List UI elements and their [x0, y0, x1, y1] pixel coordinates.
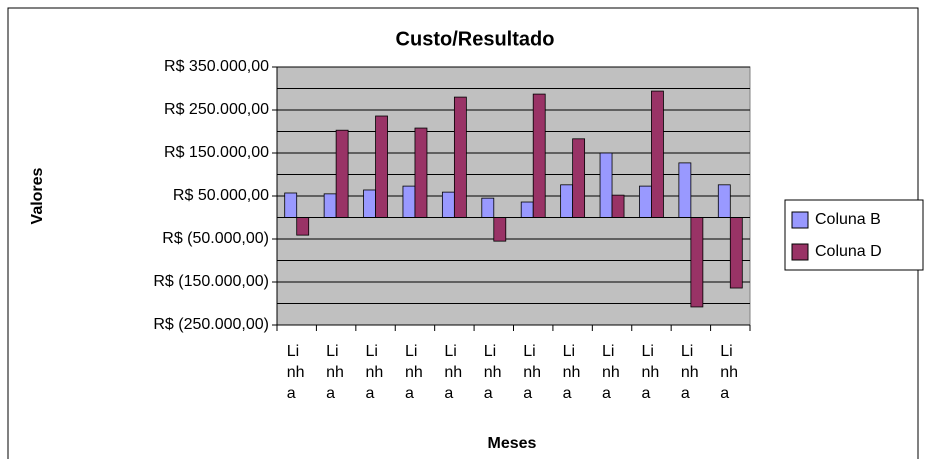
y-tick-label: R$ 350.000,00 [164, 58, 269, 75]
x-tick-label: Linha [444, 343, 463, 402]
x-axis-title: Meses [488, 435, 537, 452]
x-tick-label-box: Linha [444, 343, 463, 402]
bar [481, 197, 495, 218]
y-tick-label: R$ (50.000,00) [162, 230, 269, 247]
bar [414, 127, 428, 218]
bar [690, 217, 704, 308]
bar [363, 189, 376, 218]
bar [560, 184, 574, 218]
x-tick-label: Linha [720, 343, 739, 402]
x-tick-label: Linha [404, 343, 423, 402]
bar [599, 152, 613, 218]
bar [375, 115, 388, 218]
bar [402, 185, 416, 218]
x-tick-label-box: Linha [286, 343, 305, 402]
bar [639, 185, 652, 218]
y-axis-title: Valores [29, 167, 46, 224]
y-tick-label: R$ 150.000,00 [164, 144, 269, 161]
x-tick-label: Linha [641, 343, 660, 402]
x-tick-label: Linha [365, 343, 384, 402]
bar [296, 217, 310, 236]
x-tick-label-box: Linha [720, 343, 739, 402]
legend-swatch [791, 243, 809, 261]
x-tick-label: Linha [562, 343, 581, 402]
legend-label: Coluna D [815, 243, 882, 260]
y-tick-label: R$ (250.000,00) [153, 316, 269, 333]
x-tick-label: Linha [286, 343, 305, 402]
x-tick-label-box: Linha [365, 343, 384, 402]
x-tick-label-box: Linha [404, 343, 423, 402]
x-tick-label: Linha [602, 343, 620, 402]
y-tick-label: R$ 250.000,00 [164, 101, 269, 118]
legend-swatch [791, 211, 809, 229]
x-tick-label-box: Linha [562, 343, 581, 402]
bar [611, 194, 625, 218]
x-tick-label-box: Linha [641, 343, 660, 402]
x-tick-label: Linha [483, 343, 502, 402]
bar [572, 138, 586, 218]
bar [651, 90, 664, 218]
bar [678, 162, 692, 218]
x-tick-label-box: Linha [326, 343, 344, 402]
y-tick-label: R$ 50.000,00 [173, 187, 269, 204]
bar [323, 193, 337, 218]
x-tick-label: Linha [523, 343, 541, 402]
bar [729, 217, 743, 289]
legend-label: Coluna B [815, 211, 881, 228]
x-tick-label: Linha [680, 343, 699, 402]
bar [441, 191, 455, 218]
bar [453, 96, 467, 218]
x-tick-label-box: Linha [483, 343, 502, 402]
x-tick-label-box: Linha [602, 343, 620, 402]
x-tick-label: Linha [326, 343, 344, 402]
bar [284, 192, 298, 218]
bar [532, 93, 546, 218]
y-tick-label: R$ (150.000,00) [153, 273, 269, 290]
x-tick-label-box: Linha [523, 343, 541, 402]
x-tick-label-box: Linha [680, 343, 699, 402]
bar [493, 217, 507, 242]
chart-title: Custo/Resultado [396, 28, 555, 50]
bar [520, 201, 534, 218]
bar [717, 184, 731, 218]
bar [335, 129, 349, 218]
